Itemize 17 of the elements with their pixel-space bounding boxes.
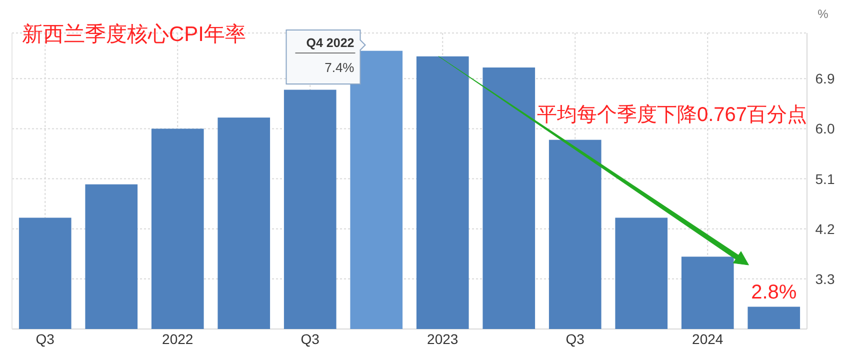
tooltip: Q4 2022 7.4% xyxy=(286,30,366,84)
y-tick-label: 6.9 xyxy=(815,70,835,87)
annotation: 2.8% xyxy=(751,282,797,304)
annotation: 平均每个季度下降0.767百分点 xyxy=(537,104,808,126)
x-tick-label: 2022 xyxy=(162,331,194,347)
y-tick-label: 4.2 xyxy=(815,220,835,237)
x-tick-label: Q3 xyxy=(36,331,55,347)
y-tick-label: 5.1 xyxy=(815,170,835,187)
y-tick-label: 3.3 xyxy=(815,270,835,287)
annotation: Q4 2022 7.4% xyxy=(306,36,355,75)
x-tick-label: Q3 xyxy=(566,331,585,347)
x-tick-label: Q3 xyxy=(300,331,320,347)
y-tick-label: 6.0 xyxy=(815,120,835,137)
x-tick-label: 2023 xyxy=(427,331,458,347)
x-tick-label: 2024 xyxy=(692,331,724,347)
chart-title: 新西兰季度核心CPI年率 xyxy=(22,23,246,46)
y-axis-title: % xyxy=(818,7,829,21)
